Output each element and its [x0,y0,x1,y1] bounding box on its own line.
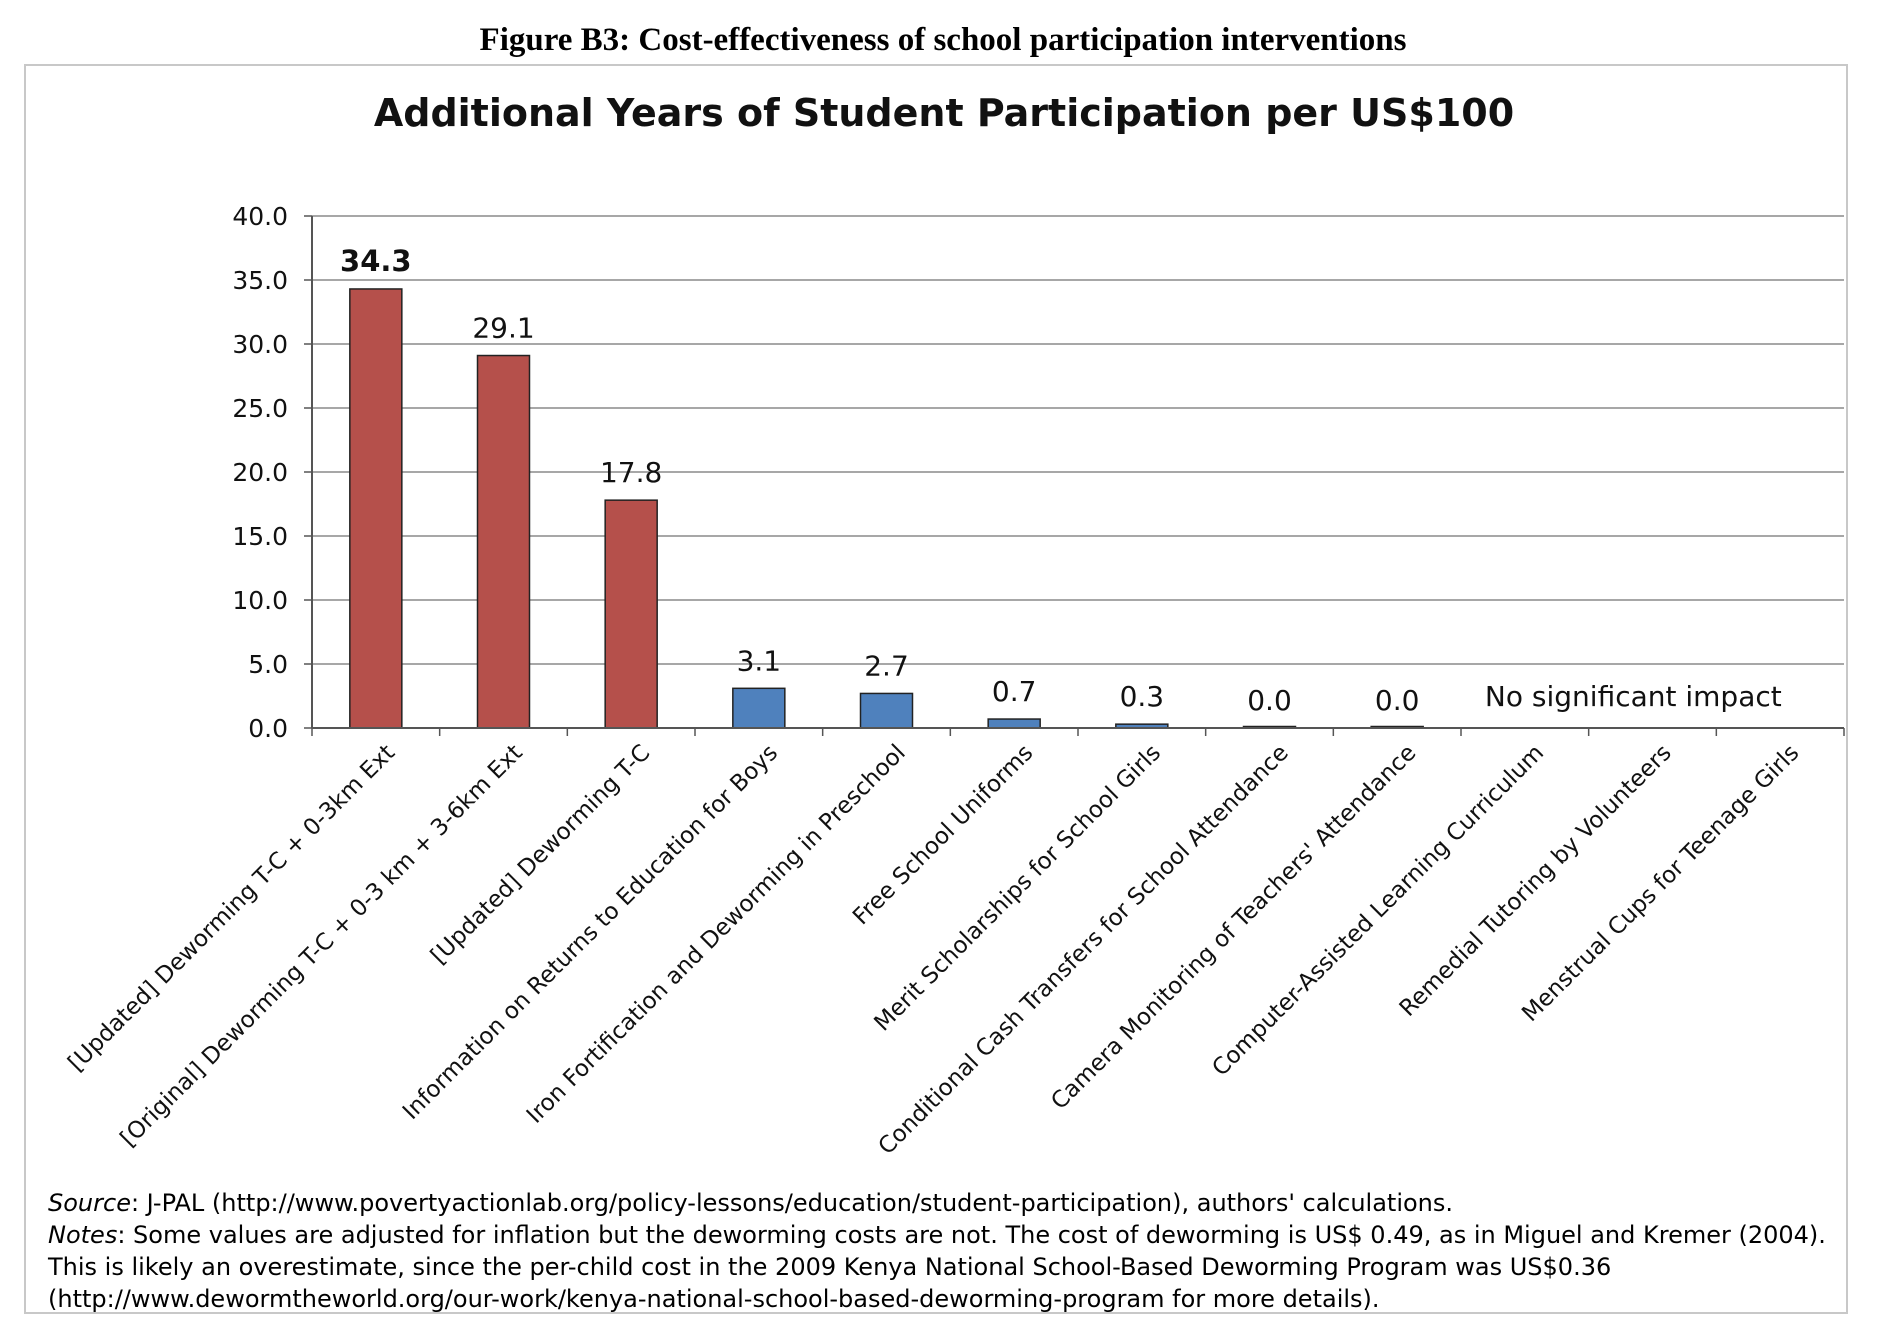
bar [604,499,658,729]
y-tick-label: 10.0 [232,586,288,615]
x-category-label: Menstrual Cups for Teenage Girls [1517,740,1804,1027]
bar [349,288,403,729]
chart-title: Additional Years of Student Participatio… [374,91,1514,135]
y-tick-label: 0.0 [248,714,288,743]
bar-value-label: 0.0 [1375,684,1420,717]
bar [476,354,531,729]
bar-value-label: 0.3 [1120,680,1165,713]
y-tick-label: 25.0 [232,394,288,423]
no-impact-annotation: No significant impact [1485,680,1782,713]
bar [859,692,914,729]
bar-value-label: 0.0 [1247,684,1292,717]
source-line: Source: J-PAL (http://www.povertyactionl… [48,1187,1848,1219]
source-text: : J-PAL (http://www.povertyactionlab.org… [130,1189,1454,1217]
gridlines [312,215,1844,729]
x-category-label: [Updated] Deworming T-C [426,740,655,969]
figure-caption: Figure B3: Cost-effectiveness of school … [479,22,1407,58]
source-notes: Source: J-PAL (http://www.povertyactionl… [48,1187,1848,1315]
x-category-label: Merit Scholarships for School Girls [869,740,1166,1037]
y-axis-ticks: 0.0 5.0 10.0 15.0 20.0 25.0 30.0 35.0 40.0 [232,202,312,743]
y-tick-label: 40.0 [232,202,288,231]
bars [349,288,1424,729]
bar-value-label: 3.1 [737,644,782,677]
y-tick-label: 5.0 [248,650,288,679]
notes-paragraph: Notes: Some values are adjusted for infl… [48,1219,1848,1315]
source-label: Source [48,1189,131,1217]
bar-value-label: 34.3 [340,244,412,278]
bar-value-label: 17.8 [600,456,662,489]
data-labels: 34.3 29.1 17.8 3.1 2.7 0.7 0.3 0.0 0.0 No signifi… [340,244,1782,717]
notes-label: Notes [48,1221,118,1249]
bar-value-label: 29.1 [472,312,534,345]
y-tick-label: 30.0 [232,330,288,359]
bar-value-label: 0.7 [992,675,1037,708]
y-tick-label: 20.0 [232,458,288,487]
axes [311,216,1845,736]
x-category-label: Remedial Tutoring by Volunteers [1395,740,1677,1022]
y-tick-label: 15.0 [232,522,288,551]
x-axis-categories: [Updated] Deworming T-C + 0-3km Ext[Orig… [63,728,1804,1160]
bar-value-label: 2.7 [864,649,909,682]
notes-text: : Some values are adjusted for inflation… [48,1221,1826,1313]
bar [987,718,1041,729]
chart-frame [24,64,1848,1314]
bar [732,687,786,729]
y-tick-label: 35.0 [232,266,288,295]
